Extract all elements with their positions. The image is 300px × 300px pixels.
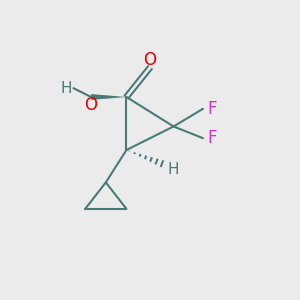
Polygon shape [91,94,126,100]
Text: O: O [85,96,98,114]
Text: O: O [143,51,157,69]
Text: H: H [168,162,179,177]
Text: F: F [207,100,217,118]
Text: F: F [207,129,217,147]
Text: H: H [60,81,72,96]
